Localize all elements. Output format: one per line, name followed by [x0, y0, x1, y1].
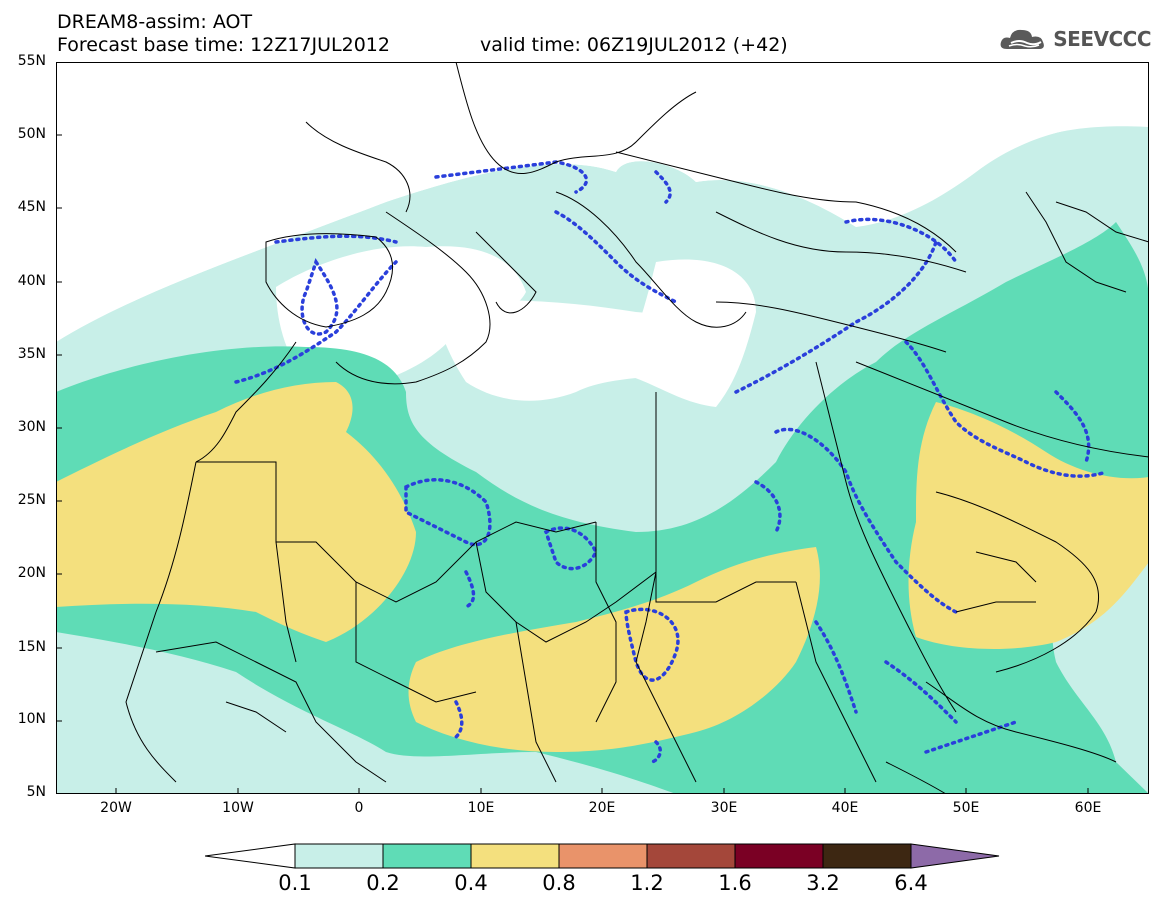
- lat-label: 55N: [17, 53, 46, 69]
- colorbar-swatch: [470, 843, 560, 869]
- aot-map: [56, 62, 1149, 794]
- lat-label: 35N: [17, 346, 46, 362]
- map-border: [56, 62, 1149, 794]
- colorbar-label: 1.2: [630, 871, 664, 895]
- colorbar-swatch-below: [205, 843, 296, 869]
- country-borders: [125, 62, 1149, 794]
- lon-label: 10E: [467, 800, 495, 816]
- colorbar-swatch: [294, 843, 384, 869]
- colorbar-label: 0.1: [278, 871, 312, 895]
- colorbar-swatch: [558, 843, 648, 869]
- lat-label: 30N: [17, 419, 46, 435]
- lat-label: 10N: [17, 711, 46, 727]
- aot-dotted-contours: [234, 160, 1108, 764]
- aot-band-0.4-sahel: [408, 547, 820, 752]
- aot-band-0.4-arabia: [908, 402, 1149, 649]
- forecast-base-time: Forecast base time: 12Z17JUL2012: [57, 34, 390, 56]
- aot-band-0.4-west: [56, 382, 416, 642]
- logo-text: SEEVCCC: [1053, 27, 1151, 51]
- lon-label: 60E: [1074, 800, 1102, 816]
- valid-time: valid time: 06Z19JUL2012 (+42): [480, 34, 788, 56]
- lat-label: 40N: [17, 273, 46, 289]
- seevccc-logo: SEEVCCC: [999, 24, 1151, 54]
- colorbar-label: 3.2: [806, 871, 840, 895]
- lat-label: 25N: [17, 492, 46, 508]
- lon-label: 50E: [952, 800, 980, 816]
- map-frame: [56, 62, 1149, 794]
- cloud-logo-icon: [1000, 29, 1045, 49]
- lon-label: 20W: [100, 800, 132, 816]
- map-title: DREAM8-assim: AOT: [57, 11, 253, 33]
- lon-label: 30E: [710, 800, 738, 816]
- colorbar-label: 0.2: [366, 871, 400, 895]
- colorbar-swatch: [822, 843, 912, 869]
- aot-clear-europe: [56, 62, 1149, 342]
- lat-label: 5N: [26, 784, 46, 800]
- aot-clear-east-med: [616, 259, 756, 407]
- lat-label: 15N: [17, 639, 46, 655]
- lat-label: 20N: [17, 565, 46, 581]
- lon-label: 20E: [588, 800, 616, 816]
- lon-label: 10W: [222, 800, 254, 816]
- aot-band-0.2: [56, 222, 1149, 794]
- colorbar-label: 1.6: [718, 871, 752, 895]
- lat-label: 50N: [17, 126, 46, 142]
- colorbar-swatch-above: [910, 843, 1000, 869]
- colorbar-label: 0.8: [542, 871, 576, 895]
- colorbar-swatch: [646, 843, 736, 869]
- colorbar-swatch: [734, 843, 824, 869]
- lon-label: 0: [354, 800, 364, 816]
- aot-colorbar: [205, 843, 1000, 869]
- colorbar-label: 0.4: [454, 871, 488, 895]
- colorbar-label: 6.4: [894, 871, 928, 895]
- lat-label: 45N: [17, 199, 46, 215]
- lon-label: 40E: [831, 800, 859, 816]
- colorbar-swatch: [382, 843, 472, 869]
